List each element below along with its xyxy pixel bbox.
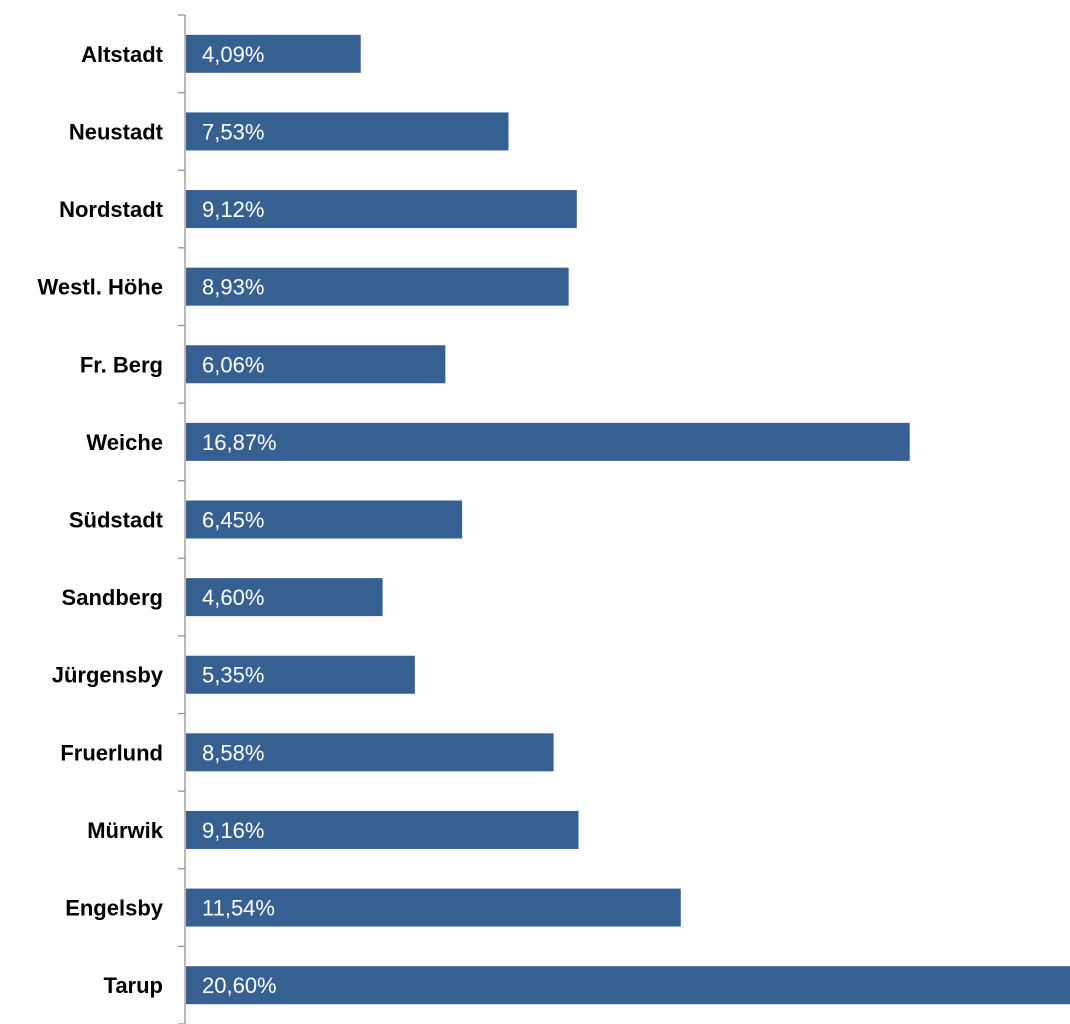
- category-label: Sandberg: [62, 585, 163, 610]
- data-label: 8,58%: [202, 740, 264, 765]
- category-label: Nordstadt: [59, 197, 164, 222]
- bar-sandberg: [186, 578, 383, 617]
- data-label: 4,60%: [202, 585, 264, 610]
- data-label: 6,06%: [202, 352, 264, 377]
- category-label: Mürwik: [87, 818, 164, 843]
- category-label: Westl. Höhe: [37, 275, 163, 300]
- bar-südstadt: [186, 500, 463, 539]
- category-label: Jürgensby: [52, 663, 164, 688]
- data-label: 9,16%: [202, 818, 264, 843]
- data-label: 5,35%: [202, 663, 264, 688]
- data-label: 8,93%: [202, 275, 264, 300]
- bar-mürwik: [186, 810, 579, 849]
- bars-layer: [186, 34, 1070, 1005]
- bar-fruerlund: [186, 733, 554, 772]
- category-label: Altstadt: [81, 42, 164, 67]
- data-label: 4,09%: [202, 42, 264, 67]
- bar-fr-berg: [186, 345, 446, 384]
- data-label: 7,53%: [202, 119, 264, 144]
- bar-jürgensby: [186, 655, 415, 694]
- bar-westl-höhe: [186, 267, 569, 306]
- data-label: 9,12%: [202, 197, 264, 222]
- labels-layer: Altstadt 4,09% Neustadt 7,53% Nordstadt 9,12%…: [37, 42, 276, 998]
- category-label: Neustadt: [69, 119, 164, 144]
- category-label: Südstadt: [69, 508, 164, 533]
- bar-nordstadt: [186, 190, 577, 229]
- data-label: 16,87%: [202, 430, 277, 455]
- category-label: Weiche: [86, 430, 163, 455]
- data-label: 20,60%: [202, 973, 277, 998]
- category-label: Tarup: [104, 973, 163, 998]
- category-axis: [178, 14, 186, 1024]
- category-label: Fr. Berg: [80, 352, 163, 377]
- bar-tarup: [186, 966, 1070, 1005]
- bar-altstadt: [186, 34, 361, 73]
- category-label: Fruerlund: [60, 740, 163, 765]
- category-label: Engelsby: [65, 896, 164, 921]
- bar-weiche: [186, 422, 910, 461]
- bar-engelsby: [186, 888, 681, 927]
- bar-neustadt: [186, 112, 509, 151]
- data-label: 6,45%: [202, 508, 264, 533]
- data-label: 11,54%: [202, 896, 275, 921]
